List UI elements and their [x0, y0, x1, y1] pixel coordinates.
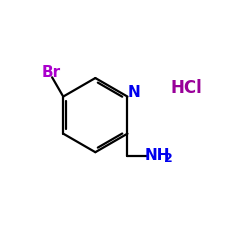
- Text: N: N: [127, 84, 140, 100]
- Text: Br: Br: [41, 65, 60, 80]
- Text: 2: 2: [164, 152, 172, 165]
- Text: HCl: HCl: [171, 79, 203, 97]
- Text: NH: NH: [145, 148, 171, 163]
